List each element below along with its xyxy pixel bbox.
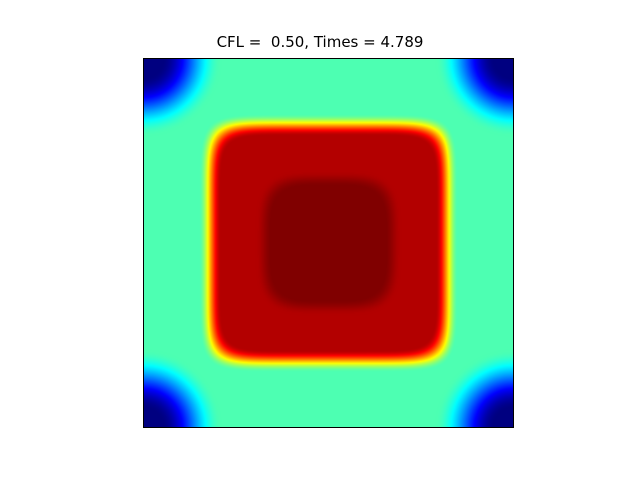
heatmap-canvas (143, 58, 514, 428)
chart-title: CFL = 0.50, Times = 4.789 (216, 33, 424, 51)
plot-frame (143, 58, 514, 428)
